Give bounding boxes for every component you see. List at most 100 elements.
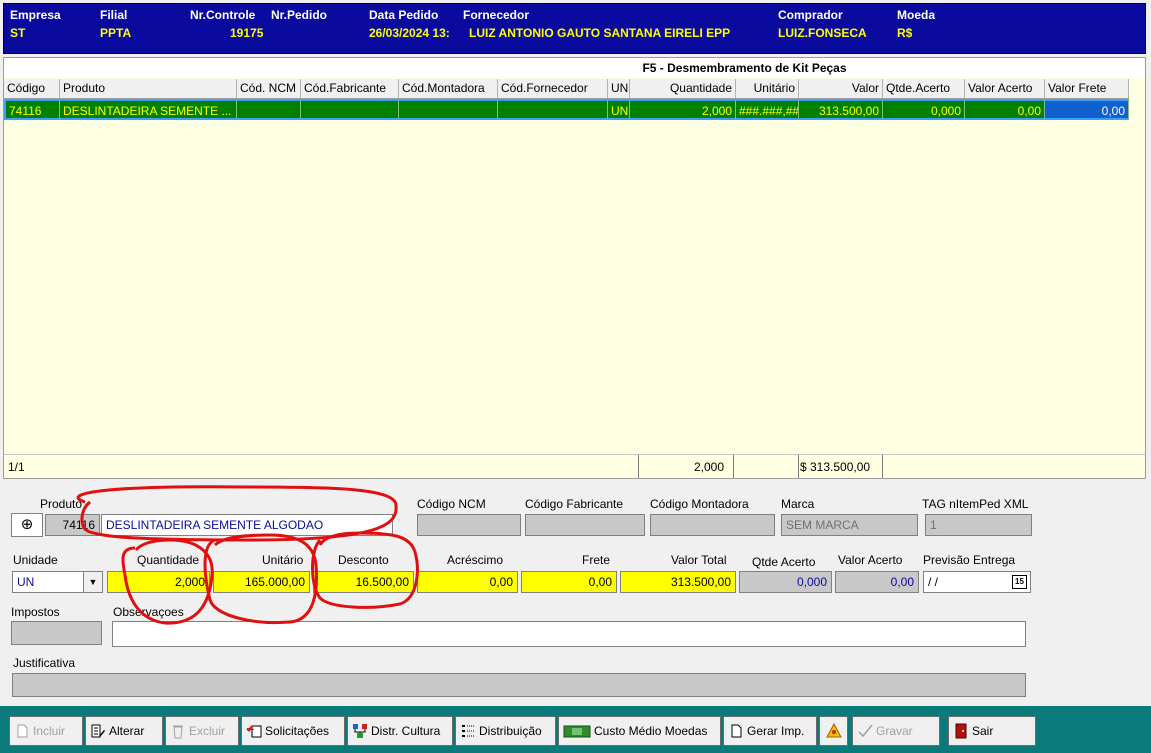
codigo-montadora-field[interactable]	[650, 514, 775, 536]
gerar-imp-button[interactable]: Gerar Imp.	[723, 716, 817, 746]
codigo-montadora-label: Código Montadora	[650, 497, 749, 511]
cell-unitario[interactable]: ###.###,##	[736, 99, 799, 120]
sair-button[interactable]: Sair	[948, 716, 1036, 746]
new-document-icon	[14, 723, 30, 739]
col-cod-montadora[interactable]: Cód.Montadora	[399, 79, 498, 98]
col-produto[interactable]: Produto	[60, 79, 237, 98]
empresa-value: ST	[10, 26, 26, 40]
items-grid[interactable]: F5 - Desmembramento de Kit Peças Código …	[3, 57, 1146, 479]
cell-valor[interactable]: 313.500,00	[799, 99, 883, 120]
grid-footer: 1/1 2,000 $ 313.500,00	[4, 454, 1145, 478]
cell-codigo[interactable]: 74116	[4, 99, 60, 120]
unidade-label: Unidade	[13, 553, 58, 567]
distr-cultura-button[interactable]: Distr. Cultura	[347, 716, 453, 746]
unitario-field[interactable]: 165.000,00	[213, 571, 310, 593]
alterar-button[interactable]: Alterar	[85, 716, 163, 746]
valor-acerto-field[interactable]: 0,00	[835, 571, 919, 593]
produto-codigo-field[interactable]: 74116	[45, 514, 100, 536]
unitario-label: Unitário	[262, 553, 304, 567]
filial-label: Filial	[100, 8, 128, 22]
table-row[interactable]: 74116 DESLINTADEIRA SEMENTE ... UN 2,000…	[4, 99, 1129, 120]
cell-cod-fabricante[interactable]	[301, 99, 399, 120]
observacoes-field[interactable]	[112, 621, 1026, 647]
tag-field[interactable]: 1	[925, 514, 1032, 536]
gravar-button[interactable]: Gravar	[852, 716, 940, 746]
acrescimo-field[interactable]: 0,00	[417, 571, 518, 593]
desconto-field[interactable]: 16.500,00	[313, 571, 414, 593]
new-document-icon	[728, 723, 744, 739]
impostos-field[interactable]	[11, 621, 102, 645]
cell-cod-montadora[interactable]	[399, 99, 498, 120]
cell-quantidade[interactable]: 2,000	[630, 99, 736, 120]
cell-valor-acerto[interactable]: 0,00	[965, 99, 1045, 120]
col-qtde-acerto[interactable]: Qtde.Acerto	[883, 79, 965, 98]
qtde-acerto-label: Qtde Acerto	[752, 555, 816, 569]
produto-label: Produto	[40, 497, 83, 511]
grid-column-header: Código Produto Cód. NCM Cód.Fabricante C…	[4, 79, 1129, 99]
header-area: Empresa ST Filial PPTA Nr.Controle 19175…	[0, 0, 1151, 55]
cell-cod-fornecedor[interactable]	[498, 99, 608, 120]
cell-valor-frete[interactable]: 0,00	[1045, 99, 1129, 120]
list-icon	[460, 723, 476, 739]
col-valor[interactable]: Valor	[799, 79, 883, 98]
cell-un[interactable]: UN	[608, 99, 630, 120]
col-cod-ncm[interactable]: Cód. NCM	[237, 79, 301, 98]
request-icon	[246, 723, 262, 739]
distribuicao-button[interactable]: Distribuição	[455, 716, 556, 746]
valor-total-field[interactable]: 313.500,00	[620, 571, 736, 593]
codigo-fabricante-field[interactable]	[525, 514, 645, 536]
col-cod-fabricante[interactable]: Cód.Fabricante	[301, 79, 399, 98]
col-codigo[interactable]: Código	[4, 79, 60, 98]
marca-field[interactable]: SEM MARCA	[781, 514, 918, 536]
money-icon	[563, 723, 591, 739]
qtde-acerto-field[interactable]: 0,000	[739, 571, 832, 593]
excluir-button[interactable]: Excluir	[165, 716, 239, 746]
quantidade-label: Quantidade	[137, 553, 200, 567]
nrcontrole-label: Nr.Controle	[190, 8, 256, 22]
chevron-down-icon[interactable]: ▼	[83, 572, 102, 592]
edit-document-icon	[90, 723, 106, 739]
previsao-label: Previsão Entrega	[923, 553, 1016, 567]
magnifier-plus-icon: ⊕	[20, 516, 34, 533]
moeda-value: R$	[897, 26, 913, 40]
unidade-select[interactable]: UN ▼	[12, 571, 103, 593]
col-un[interactable]: UN	[608, 79, 630, 98]
nrcontrole-value: 19175	[230, 26, 264, 40]
previsao-entrega-field[interactable]: / / 15	[923, 571, 1031, 593]
empresa-label: Empresa	[10, 8, 61, 22]
cell-cod-ncm[interactable]	[237, 99, 301, 120]
desconto-label: Desconto	[338, 553, 389, 567]
solicitacoes-button[interactable]: Solicitações	[241, 716, 345, 746]
frete-label: Frete	[582, 553, 611, 567]
col-quantidade[interactable]: Quantidade	[630, 79, 736, 98]
col-unitario[interactable]: Unitário	[736, 79, 799, 98]
codigo-ncm-field[interactable]	[417, 514, 521, 536]
checkmark-icon	[857, 723, 873, 739]
impostos-label: Impostos	[11, 605, 60, 619]
zoom-search-button[interactable]: ⊕	[11, 513, 43, 537]
justificativa-label: Justificativa	[13, 656, 76, 670]
cell-produto[interactable]: DESLINTADEIRA SEMENTE ...	[60, 99, 237, 120]
col-cod-fornecedor[interactable]: Cód.Fornecedor	[498, 79, 608, 98]
custo-medio-button[interactable]: Custo Médio Moedas	[558, 716, 721, 746]
valor-total-label: Valor Total	[671, 553, 727, 567]
observacoes-label: Observaçoes	[113, 605, 184, 619]
col-valor-acerto[interactable]: Valor Acerto	[965, 79, 1045, 98]
datapedido-label: Data Pedido	[369, 8, 439, 22]
calendar-icon[interactable]: 15	[1012, 575, 1027, 589]
total-quantity: 2,000	[694, 460, 725, 474]
incluir-button[interactable]: Incluir	[9, 716, 83, 746]
cell-qtde-acerto[interactable]: 0,000	[883, 99, 965, 120]
col-valor-frete[interactable]: Valor Frete	[1045, 79, 1129, 98]
codigo-ncm-label: Código NCM	[417, 497, 486, 511]
frete-field[interactable]: 0,00	[521, 571, 617, 593]
acrescimo-label: Acréscimo	[447, 553, 504, 567]
produto-descricao-field[interactable]: DESLINTADEIRA SEMENTE ALGODAO	[101, 514, 393, 536]
datapedido-value: 26/03/2024 13:	[369, 26, 450, 40]
help-button[interactable]	[819, 716, 848, 746]
grid-title: F5 - Desmembramento de Kit Peças	[4, 58, 1145, 78]
justificativa-field[interactable]	[12, 673, 1026, 697]
tag-label: TAG nItemPed XML	[922, 497, 1029, 511]
quantidade-field[interactable]: 2,000	[107, 571, 210, 593]
filial-value: PPTA	[100, 26, 132, 40]
